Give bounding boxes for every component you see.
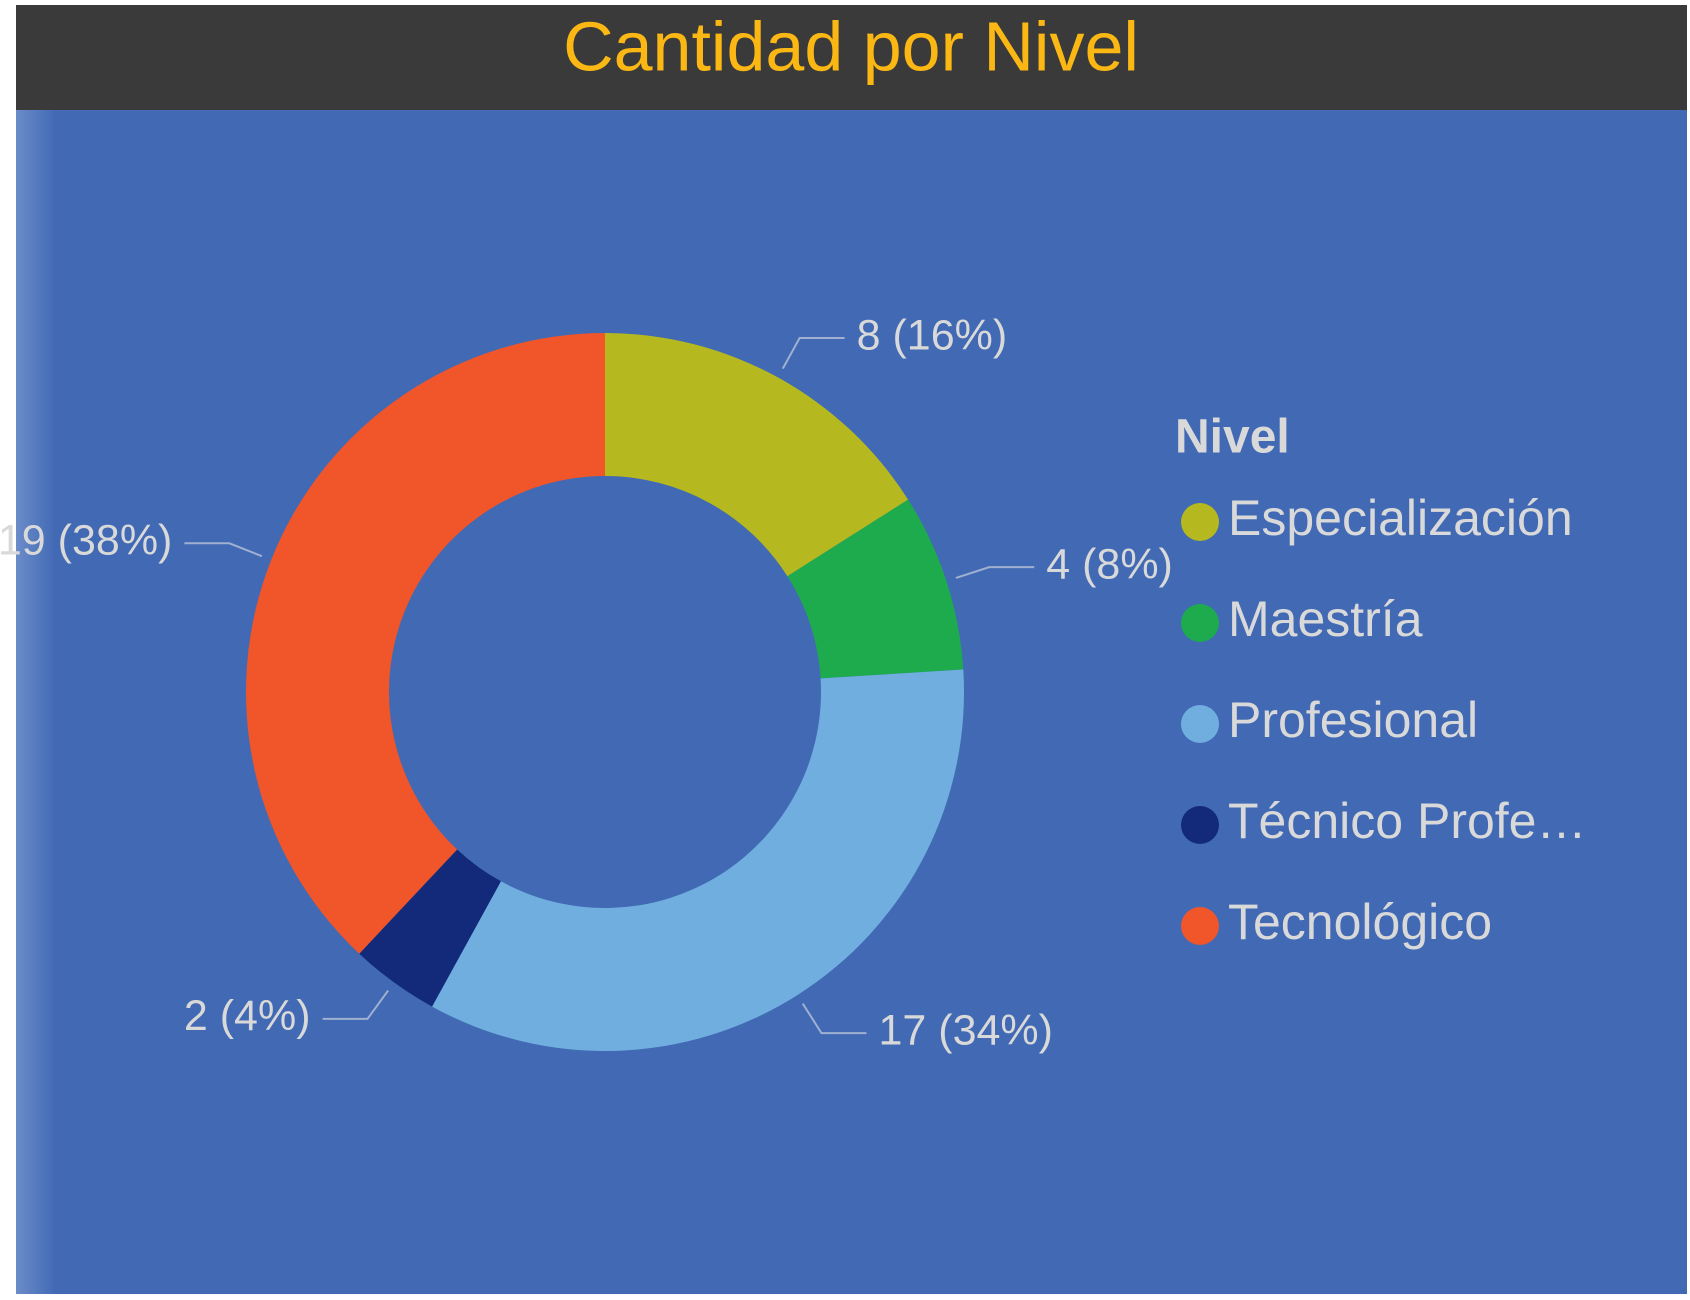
data-label: 19 (38%) [0, 517, 172, 565]
legend-marker [1181, 503, 1219, 541]
legend-marker [1181, 604, 1219, 642]
title-bar [16, 5, 1687, 110]
leader-line [184, 542, 263, 558]
legend-label: Tecnológico [1228, 894, 1492, 950]
leader-line [781, 336, 845, 370]
leader-line [801, 1003, 867, 1035]
legend-title: Nivel [1175, 411, 1290, 464]
legend-label: Técnico Profe… [1228, 793, 1586, 849]
legend-marker [1181, 806, 1219, 844]
leader-line [322, 989, 389, 1020]
slice [787, 499, 964, 679]
data-label: 8 (16%) [857, 311, 1008, 359]
legend-marker [1181, 907, 1219, 945]
slice [246, 333, 606, 954]
legend-label: Especialización [1228, 490, 1573, 546]
legend-label: Profesional [1228, 692, 1478, 748]
chart-title: Cantidad por Nivel [563, 7, 1139, 85]
legend-label: Maestría [1228, 591, 1423, 647]
leader-line [955, 566, 1035, 579]
slice [432, 669, 965, 1051]
legend-marker [1181, 705, 1219, 743]
data-label: 17 (34%) [878, 1006, 1052, 1054]
panel-edge [16, 110, 56, 1294]
data-label: 2 (4%) [184, 992, 311, 1040]
data-label: 4 (8%) [1046, 541, 1173, 589]
slice [605, 333, 909, 577]
slice [359, 849, 501, 1007]
